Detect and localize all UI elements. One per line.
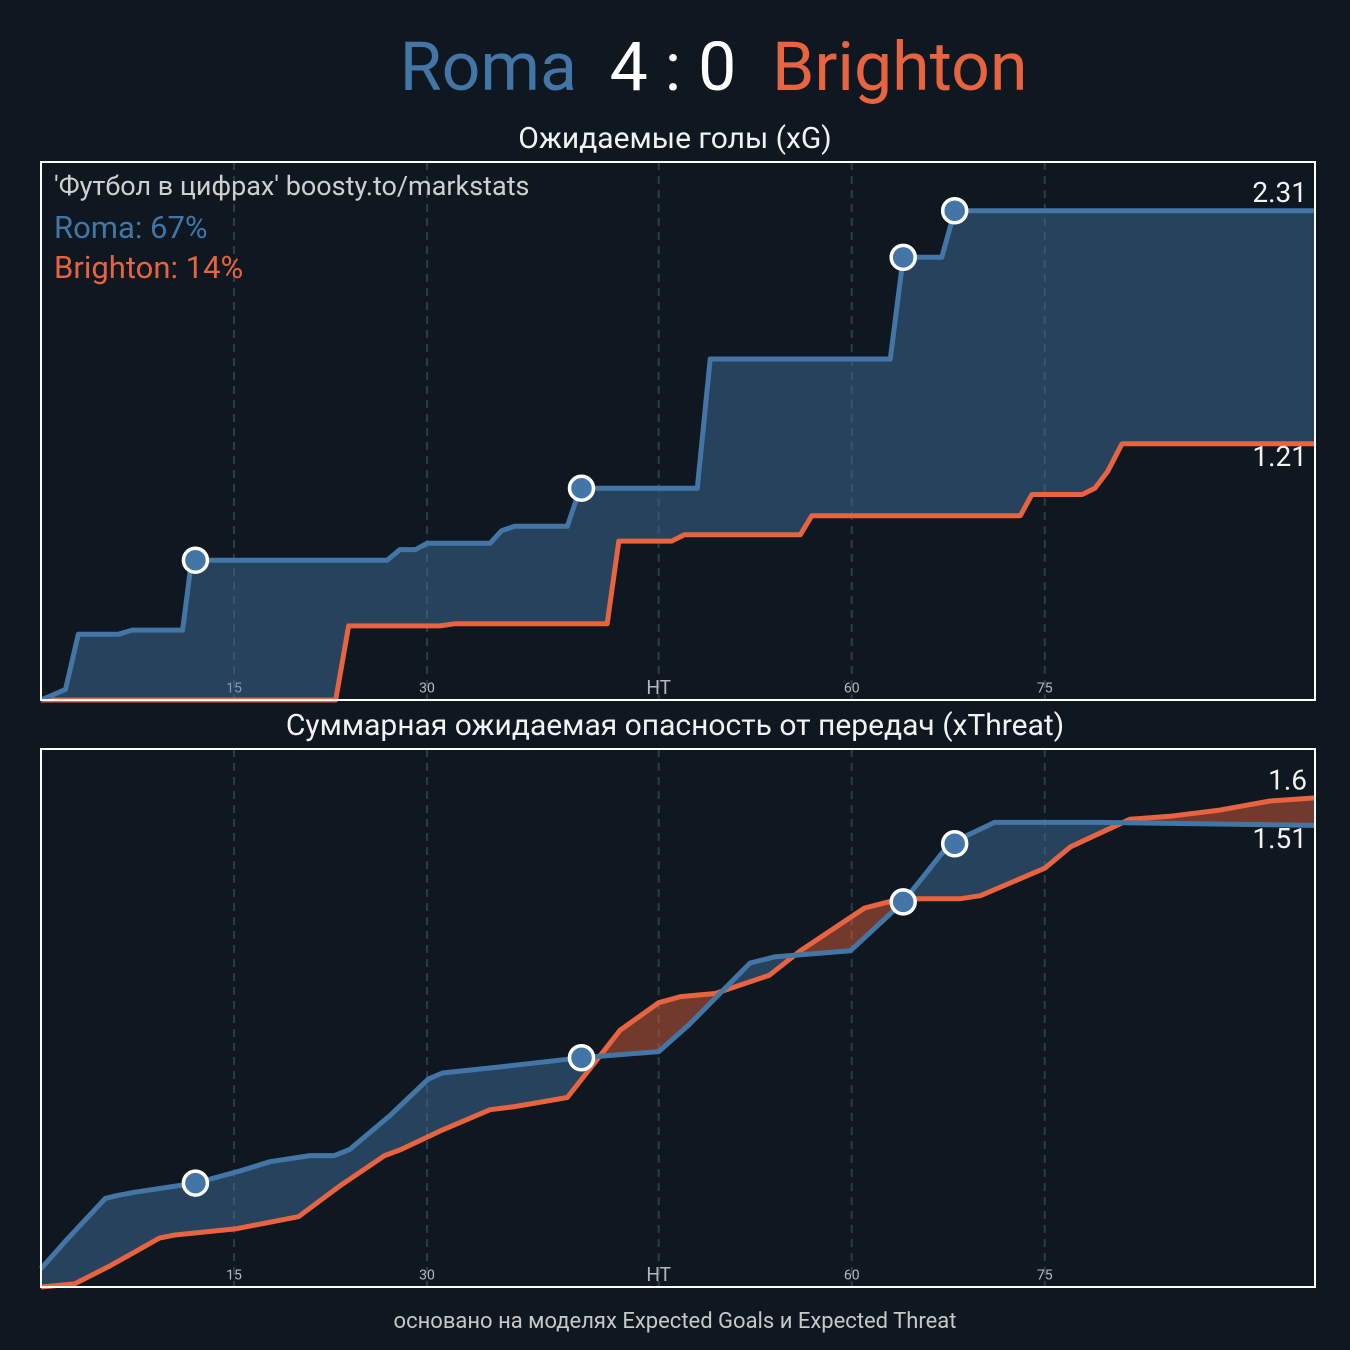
footer: основано на моделях Expected Goals и Exp… bbox=[394, 1309, 957, 1334]
score: 4 : 0 bbox=[610, 27, 737, 107]
series-line bbox=[41, 441, 1315, 703]
x-tick-label: 60 bbox=[844, 1268, 860, 1284]
goal-marker bbox=[567, 1043, 596, 1072]
x-tick-label: HT bbox=[646, 676, 671, 699]
end-label: 1.21 bbox=[1252, 440, 1307, 473]
source-note: 'Футбол в цифрах' boosty.to/markstats bbox=[54, 170, 529, 202]
end-label: 1.6 bbox=[1268, 763, 1307, 796]
series-line bbox=[40, 795, 1316, 1290]
chart-title: Ожидаемые голы (xG) bbox=[518, 121, 831, 156]
chart-title: Суммарная ожидаемая опасность от передач… bbox=[286, 708, 1064, 743]
x-tick-label: 30 bbox=[419, 681, 435, 697]
x-tick-label: 15 bbox=[226, 681, 242, 697]
goal-marker bbox=[940, 830, 969, 858]
goal-marker bbox=[181, 1169, 210, 1197]
x-tick-label: 75 bbox=[1037, 1268, 1053, 1284]
x-tick-label: 30 bbox=[419, 1268, 435, 1284]
series-line bbox=[40, 208, 1315, 703]
x-tick-label: 75 bbox=[1037, 681, 1053, 697]
goal-marker bbox=[889, 243, 917, 272]
home-team: Roma bbox=[400, 27, 577, 107]
goal-marker bbox=[181, 546, 210, 574]
x-tick-label: HT bbox=[646, 1263, 671, 1286]
plot-frame bbox=[40, 748, 1316, 1288]
goal-marker bbox=[889, 888, 917, 916]
goal-marker bbox=[940, 196, 969, 225]
x-tick-label: 15 bbox=[226, 1268, 242, 1284]
legend-entry: Brighton: 14% bbox=[54, 249, 243, 286]
plot-frame bbox=[40, 161, 1316, 701]
goal-marker bbox=[567, 474, 596, 502]
away-team: Brighton bbox=[772, 27, 1028, 107]
end-label: 2.31 bbox=[1252, 176, 1307, 209]
x-tick-label: 60 bbox=[844, 681, 860, 697]
end-label: 1.51 bbox=[1252, 822, 1307, 855]
legend-entry: Roma: 67% bbox=[54, 209, 208, 246]
